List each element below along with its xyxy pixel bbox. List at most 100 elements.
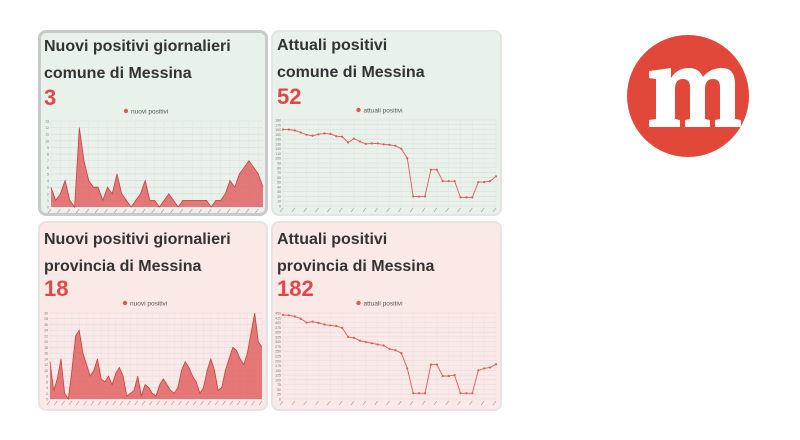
x-tick-mark xyxy=(68,400,73,406)
x-tick-mark xyxy=(119,400,124,406)
x-tick-mark xyxy=(170,208,174,213)
data-point xyxy=(370,342,373,345)
legend-marker xyxy=(123,108,129,114)
y-tick-label: 325 xyxy=(275,335,281,339)
data-point xyxy=(423,195,427,198)
y-tick-label: 2 xyxy=(47,192,49,196)
data-point xyxy=(370,142,373,145)
data-point xyxy=(494,363,498,366)
y-tick-label: 12 xyxy=(45,126,49,130)
data-point xyxy=(299,131,302,134)
legend-label: attuali positivi xyxy=(364,301,403,308)
x-tick-mark xyxy=(350,400,355,406)
panel-title: Nuovi positivi giornalieri provincia di … xyxy=(44,226,231,280)
data-point xyxy=(335,135,338,138)
data-point xyxy=(441,180,444,183)
panel-title: Attuali positivi provincia di Messina xyxy=(277,226,434,280)
y-tick-label: 75 xyxy=(277,383,281,387)
legend: nuovi positivi xyxy=(122,300,167,308)
data-point xyxy=(400,352,403,355)
data-point xyxy=(471,196,474,199)
x-tick-mark xyxy=(258,400,263,406)
panel-attuali-comune[interactable]: Attuali positivi comune di Messina 52 at… xyxy=(271,30,502,216)
x-tick-mark xyxy=(46,400,51,406)
legend-label: nuovi positivi xyxy=(131,109,168,116)
x-tick-mark xyxy=(492,400,497,406)
y-tick-label: 170 xyxy=(275,123,281,127)
x-tick-mark xyxy=(94,208,99,213)
y-tick-label: 120 xyxy=(275,147,281,151)
panel-attuali-provincia[interactable]: Attuali positivi provincia di Messina 18… xyxy=(271,221,502,411)
y-tick-label: 275 xyxy=(275,345,281,349)
y-tick-label: 0 xyxy=(46,398,48,402)
data-point xyxy=(299,317,302,320)
y-tick-label: 10 xyxy=(45,139,49,143)
data-point xyxy=(281,128,285,131)
legend: nuovi positivi xyxy=(123,108,168,116)
data-point xyxy=(317,321,320,325)
x-tick-mark xyxy=(338,400,343,406)
data-point xyxy=(412,392,415,395)
x-tick-mark xyxy=(433,400,438,406)
x-tick-mark xyxy=(132,208,137,213)
data-point xyxy=(323,323,326,326)
data-point xyxy=(435,363,438,366)
data-point xyxy=(400,147,403,150)
x-tick-mark xyxy=(156,400,160,406)
y-tick-label: 5 xyxy=(47,172,49,176)
data-point xyxy=(293,315,296,318)
x-tick-mark xyxy=(127,400,131,406)
x-tick-mark xyxy=(386,207,390,213)
y-tick-label: 3 xyxy=(47,186,49,190)
panel-nuovi-provincia[interactable]: Nuovi positivi giornalieri provincia di … xyxy=(38,221,268,411)
x-tick-mark xyxy=(480,207,485,213)
y-tick-label: 0 xyxy=(47,206,49,210)
x-tick-mark xyxy=(338,207,343,213)
y-tick-label: 150 xyxy=(275,133,281,137)
y-tick-label: 25 xyxy=(277,393,281,397)
data-point xyxy=(382,143,385,146)
y-tick-label: 20 xyxy=(277,195,281,199)
x-tick-mark xyxy=(90,400,95,406)
data-point xyxy=(311,134,314,137)
x-tick-mark xyxy=(421,400,426,406)
data-point xyxy=(471,392,474,395)
legend-marker xyxy=(122,300,128,306)
chart: attuali positivi 025507510012515017520022… xyxy=(275,301,498,406)
data-point xyxy=(447,374,450,378)
x-tick-mark xyxy=(61,400,65,406)
data-point xyxy=(341,135,344,138)
y-tick-label: 6 xyxy=(46,380,48,384)
data-point xyxy=(281,313,285,317)
y-tick-label: 2 xyxy=(46,392,48,396)
data-point xyxy=(453,374,456,377)
x-tick-mark xyxy=(303,207,307,213)
big-number: 18 xyxy=(44,276,69,301)
data-point xyxy=(394,349,397,352)
data-point xyxy=(459,392,462,395)
y-tick-label: 11 xyxy=(45,133,49,137)
y-tick-label: 150 xyxy=(275,369,281,373)
y-tick-label: 70 xyxy=(277,171,281,175)
panel-title: Nuovi positivi giornalieri comune di Mes… xyxy=(44,33,231,87)
x-tick-mark xyxy=(398,400,402,406)
x-tick-mark xyxy=(445,207,449,213)
data-point xyxy=(352,336,356,339)
data-point xyxy=(453,180,456,183)
data-point xyxy=(477,369,480,372)
data-point xyxy=(358,140,362,143)
y-tick-label: 6 xyxy=(47,166,49,170)
title-line-2: provincia di Messina xyxy=(44,258,202,275)
title-line-1: Nuovi positivi giornalieri xyxy=(44,38,231,55)
data-point xyxy=(441,374,444,378)
data-point xyxy=(287,128,291,131)
y-tick-label: 425 xyxy=(275,316,281,320)
x-tick-mark xyxy=(421,207,426,213)
x-tick-mark xyxy=(207,208,212,213)
panel-nuovi-comune[interactable]: Nuovi positivi giornalieri comune di Mes… xyxy=(38,30,268,216)
y-tick-label: 8 xyxy=(46,375,48,379)
x-tick-mark xyxy=(141,208,146,213)
y-tick-label: 350 xyxy=(275,331,281,335)
y-tick-label: 10 xyxy=(44,369,48,373)
x-tick-mark xyxy=(104,208,108,213)
